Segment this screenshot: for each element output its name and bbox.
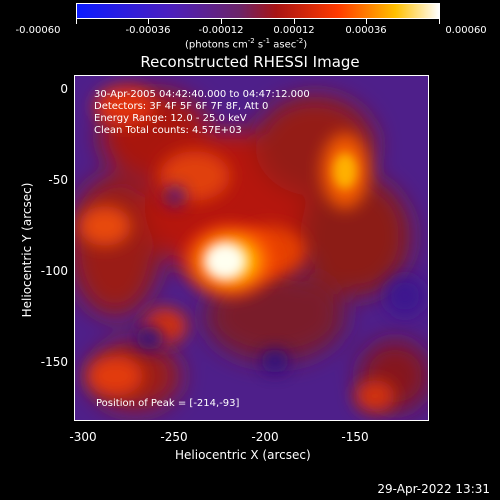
colorbar-units: (photons cm-2 s-1 asec-2) (185, 37, 308, 51)
colorbar-tick-label: -0.00036 (125, 25, 171, 36)
rhessi-image (74, 75, 429, 421)
info-detectors: Detectors: 3F 4F 5F 6F 7F 8F, Att 0 (94, 101, 269, 112)
y-tick-label: -150 (40, 355, 68, 369)
y-tick-label: -50 (48, 173, 68, 187)
y-tick-label: 0 (60, 82, 68, 96)
colorbar-tick-label: 0.00012 (273, 25, 315, 36)
x-tick-label: -250 (160, 430, 188, 444)
peak-position: Position of Peak = [-214,-93] (96, 398, 240, 409)
rhessi-heatmap (75, 76, 428, 420)
colorbar (76, 3, 440, 19)
info-clean-counts: Clean Total counts: 4.57E+03 (94, 125, 242, 136)
x-tick-label: -200 (251, 430, 279, 444)
x-tick-label: -300 (69, 430, 97, 444)
y-axis-label: Heliocentric Y (arcsec) (20, 182, 34, 318)
info-energy-range: Energy Range: 12.0 - 25.0 keV (94, 113, 247, 124)
image-title: Reconstructed RHESSI Image (140, 53, 360, 71)
colorbar-tick (148, 19, 149, 24)
colorbar-tick (76, 19, 77, 24)
footer-timestamp: 29-Apr-2022 13:31 (377, 482, 490, 496)
info-time-range: 30-Apr-2005 04:42:40.000 to 04:47:12.000 (94, 89, 310, 100)
colorbar-tick (439, 19, 440, 24)
x-axis-label: Heliocentric X (arcsec) (175, 448, 311, 462)
colorbar-tick (294, 19, 295, 24)
colorbar-tick-label: 0.00036 (345, 25, 387, 36)
y-tick-label: -100 (40, 264, 68, 278)
observation-info: 30-Apr-2005 04:42:40.000 to 04:47:12.000… (94, 89, 310, 137)
colorbar-tick-label: 0.00060 (445, 25, 487, 36)
colorbar-tick-label: -0.00060 (15, 25, 61, 36)
colorbar-tick (366, 19, 367, 24)
x-tick-label: -150 (341, 430, 369, 444)
colorbar-tick (221, 19, 222, 24)
colorbar-tick-label: -0.00012 (198, 25, 244, 36)
